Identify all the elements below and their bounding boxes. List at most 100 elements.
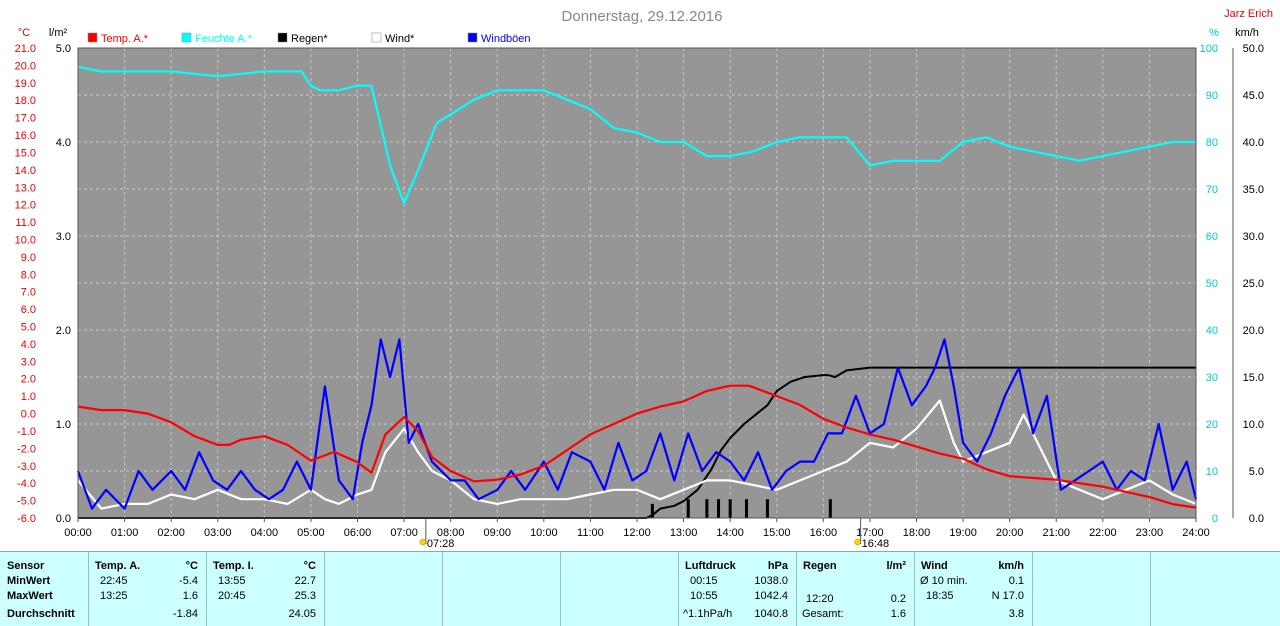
temp-tick-label: 11.0 bbox=[15, 217, 36, 229]
rain-max: 0.2 bbox=[890, 593, 906, 605]
time-tick-label: 09:00 bbox=[483, 527, 511, 539]
panel-divider bbox=[206, 552, 207, 626]
time-tick-label: 13:00 bbox=[670, 527, 698, 539]
panel-divider bbox=[560, 552, 561, 626]
time-tick-label: 14:00 bbox=[716, 527, 744, 539]
wind-tick-label: 30.0 bbox=[1243, 231, 1264, 243]
temp-i-unit: °C bbox=[303, 560, 316, 572]
time-tick-label: 11:00 bbox=[577, 527, 604, 539]
temp-tick-label: 3.0 bbox=[21, 356, 36, 368]
panel-divider bbox=[442, 552, 443, 626]
humidity-tick-label: 80 bbox=[1206, 137, 1218, 149]
gust-line bbox=[76, 338, 1198, 510]
wind-avg: 0.1 bbox=[1008, 575, 1024, 587]
wind-unit: km/h bbox=[998, 560, 1024, 572]
time-tick-label: 16:00 bbox=[810, 527, 838, 539]
rain-total: 1.6 bbox=[890, 608, 906, 620]
legend-swatch bbox=[87, 32, 98, 43]
wind-tick-label: 10.0 bbox=[1243, 419, 1264, 431]
wind-tick-label: 35.0 bbox=[1243, 184, 1264, 196]
temp-tick-label: 7.0 bbox=[21, 287, 36, 299]
time-tick-label: 18:00 bbox=[903, 527, 931, 539]
temp-a-max: 1.6 bbox=[182, 590, 198, 602]
chart-title: Donnerstag, 29.12.2016 bbox=[562, 8, 723, 25]
wind-tick-label: 15.0 bbox=[1243, 372, 1264, 384]
panel-divider bbox=[678, 552, 679, 626]
wind-tick-label: 20.0 bbox=[1243, 325, 1264, 337]
legend-label: Feuchte A.* bbox=[195, 33, 253, 45]
humidity-tick-label: 70 bbox=[1206, 184, 1218, 196]
rain-tick-label: 0.0 bbox=[56, 513, 71, 525]
time-tick-label: 00:00 bbox=[64, 527, 92, 539]
rain-max-time: 12:20 bbox=[806, 593, 834, 605]
temp-i-avg: 24.05 bbox=[288, 608, 316, 620]
series-group bbox=[76, 65, 1198, 519]
wind-line bbox=[77, 399, 1197, 510]
time-tick-label: 23:00 bbox=[1136, 527, 1164, 539]
sunset-icon bbox=[854, 538, 861, 546]
row-label-max: MaxWert bbox=[7, 590, 53, 602]
sunset-label: 16:48 bbox=[862, 538, 890, 550]
humidity-unit-label: % bbox=[1209, 27, 1219, 39]
legend: Temp. A.* Feuchte A.* Regen* Wind* Windböen bbox=[87, 32, 531, 45]
pressure-unit: hPa bbox=[767, 560, 788, 572]
temp-tick-label: -2.0 bbox=[17, 443, 36, 455]
pressure-min: 1038.0 bbox=[754, 575, 788, 587]
temp-i-max: 25.3 bbox=[294, 590, 316, 602]
temp-tick-label: -5.0 bbox=[17, 496, 36, 508]
wind-max-time: 18:35 bbox=[926, 590, 954, 602]
humidity-tick-label: 100 bbox=[1200, 43, 1218, 55]
rain-tick-label: 2.0 bbox=[56, 325, 71, 337]
temp-i-min-time: 13:55 bbox=[218, 575, 246, 587]
time-tick-label: 15:00 bbox=[763, 527, 791, 539]
panel-divider bbox=[1150, 552, 1151, 626]
rain-tick-label: 3.0 bbox=[56, 231, 71, 243]
temp-tick-label: 17.0 bbox=[15, 113, 36, 125]
time-tick-label: 04:00 bbox=[251, 527, 279, 539]
temp-tick-label: 0.0 bbox=[21, 409, 36, 421]
time-tick-label: 03:00 bbox=[204, 527, 232, 539]
rain-tick-label: 5.0 bbox=[56, 43, 71, 55]
rain-line bbox=[78, 366, 1196, 519]
wind-avg-label: Ø 10 min. bbox=[920, 575, 968, 587]
row-label-avg: Durchschnitt bbox=[7, 608, 75, 620]
wind-tick-label: 50.0 bbox=[1243, 43, 1264, 55]
pressure-max-time: 10:55 bbox=[690, 590, 718, 602]
grid bbox=[77, 47, 1197, 519]
temp-a-unit: °C bbox=[185, 560, 198, 572]
temp-tick-label: 18.0 bbox=[15, 95, 36, 107]
time-tick-label: 24:00 bbox=[1182, 527, 1210, 539]
pressure-header: Luftdruck bbox=[685, 560, 736, 572]
temp-tick-label: 9.0 bbox=[21, 252, 36, 264]
legend-label: Regen* bbox=[291, 33, 328, 45]
time-tick-label: 17:00 bbox=[856, 527, 884, 539]
temp-tick-label: 8.0 bbox=[21, 269, 36, 281]
wind-tick-label: 0.0 bbox=[1249, 513, 1264, 525]
wind-tick-label: 40.0 bbox=[1243, 137, 1264, 149]
row-label-sensor: Sensor bbox=[7, 560, 45, 572]
wind-tick-label: 25.0 bbox=[1243, 278, 1264, 290]
temp-i-min: 22.7 bbox=[294, 575, 316, 587]
legend-label: Wind* bbox=[385, 33, 415, 45]
temp-tick-label: 14.0 bbox=[15, 165, 36, 177]
pressure-min-time: 00:15 bbox=[690, 575, 718, 587]
time-tick-label: 08:00 bbox=[437, 527, 465, 539]
legend-label: Temp. A.* bbox=[101, 33, 149, 45]
time-tick-label: 20:00 bbox=[996, 527, 1024, 539]
temp-tick-label: 12.0 bbox=[15, 200, 36, 212]
temp-tick-label: -3.0 bbox=[17, 461, 36, 473]
temp-tick-label: 21.0 bbox=[15, 43, 36, 55]
temp-tick-label: -6.0 bbox=[17, 513, 36, 525]
wind-unit-label: km/h bbox=[1235, 27, 1259, 39]
temp-tick-label: 15.0 bbox=[15, 147, 36, 159]
temp-tick-label: 13.0 bbox=[15, 182, 36, 194]
wind-tick-label: 45.0 bbox=[1243, 90, 1264, 102]
rain-tick-label: 1.0 bbox=[56, 419, 71, 431]
temp-tick-label: 4.0 bbox=[21, 339, 36, 351]
temp-line bbox=[77, 384, 1197, 509]
time-tick-label: 06:00 bbox=[344, 527, 372, 539]
axes-group: 21.0 20.0 19.0 18.0 17.0 16.0 15.0 14.0 13.0 12.0… bbox=[15, 43, 1264, 550]
legend-swatch bbox=[371, 32, 382, 43]
temp-unit-label: °C bbox=[18, 27, 30, 39]
time-tick-label: 21:00 bbox=[1042, 527, 1070, 539]
